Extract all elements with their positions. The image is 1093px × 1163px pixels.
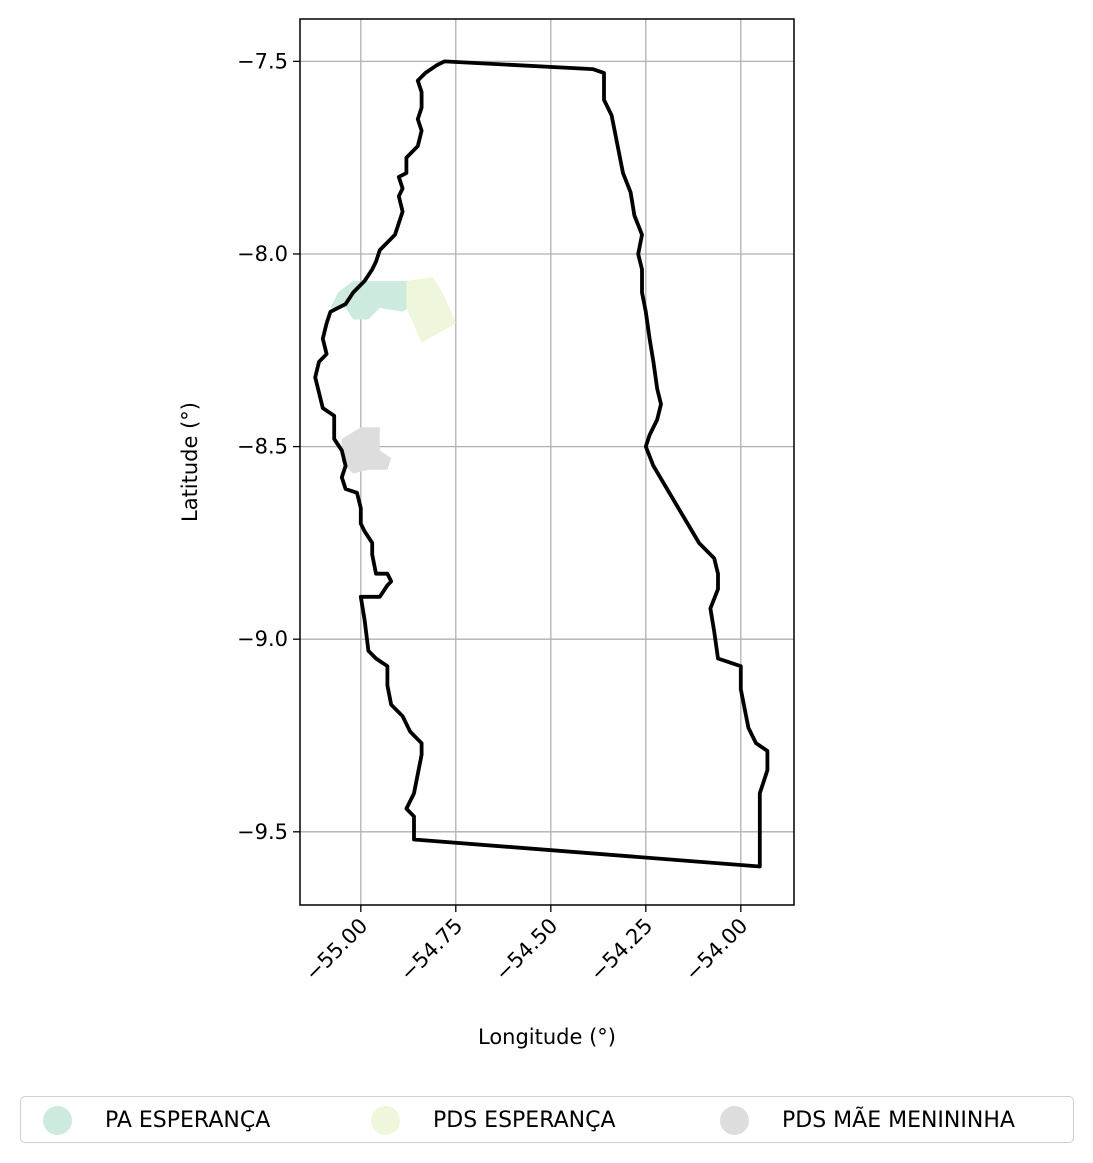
y-tick-label: −9.0 [237,627,288,651]
legend-label: PDS MÃE MENININHA [782,1108,1015,1133]
legend-item-pa-esperanca: PA ESPERANÇA [43,1097,270,1144]
legend-label: PDS ESPERANÇA [433,1108,616,1133]
legend-marker-pa-esperanca [43,1106,72,1135]
legend: PA ESPERANÇA PDS ESPERANÇA PDS MÃE MENIN… [20,1096,1074,1143]
legend-item-pds-mae-menininha: PDS MÃE MENININHA [720,1097,1015,1144]
y-axis-title: Latitude (°) [178,402,202,522]
map-figure: −55.00 −54.75 −54.50 −54.25 −54.00 −7.5−8.0−… [178,18,795,1049]
gridlines [300,19,794,905]
plot-frame [299,18,795,906]
y-axis-ticks: −7.5 −8.0 −8.5 −9.0 −9.5 [237,49,300,844]
region-pds-mae-menininha [341,427,392,474]
legend-label: PA ESPERANÇA [105,1108,271,1133]
settlement-regions [330,277,456,474]
x-axis-ticks: −55.00 −54.75 −54.50 −54.25 −54.00 [300,905,752,985]
x-tick-label: −54.00 [680,914,752,986]
y-tick-label: −9.5 [237,820,288,844]
x-axis-title: Longitude (°) [478,1025,616,1049]
x-tick-label: −54.50 [490,914,562,986]
legend-marker-pds-mae-menininha [720,1106,749,1135]
legend-item-pds-esperanca: PDS ESPERANÇA [371,1097,616,1144]
y-tick-label: −8.5 [237,435,288,459]
region-pds-esperanca [406,277,456,343]
legend-marker-pds-esperanca [371,1106,400,1135]
municipality-boundary [313,59,770,869]
y-tick-label: −8.0 [237,242,288,266]
x-tick-label: −54.25 [585,914,657,986]
y-tick-label: −7.5 [237,49,288,73]
region-pa-esperanca [330,280,414,320]
x-tick-label: −54.75 [395,914,467,986]
x-tick-label: −55.00 [300,914,372,986]
